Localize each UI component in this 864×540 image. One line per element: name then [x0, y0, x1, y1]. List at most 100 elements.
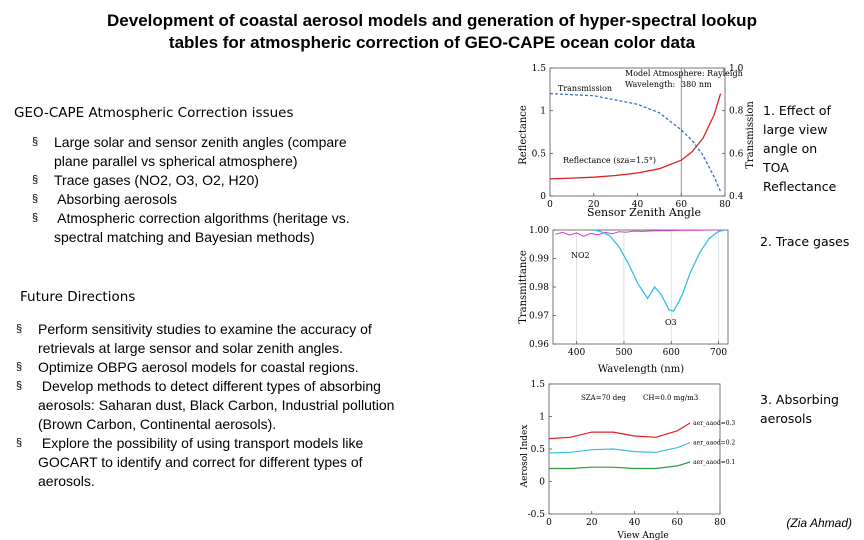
caption-line: aerosols: [760, 411, 813, 426]
author-credit: (Zia Ahmad): [786, 516, 852, 530]
c3-ytick-label: -0.5: [528, 510, 546, 520]
caption-absorbing-aerosols: 3. Absorbing aerosols: [760, 390, 855, 428]
future-item-line: Perform sensitivity studies to examine t…: [38, 321, 372, 337]
c1-ytick-label: 1.5: [532, 64, 547, 74]
chart1-y2label: Transmission: [745, 101, 756, 169]
caption-trace-gases: 2. Trace gases: [760, 234, 850, 249]
chart2-ylabel: Transmittance: [518, 250, 529, 324]
chart-aerosol-index: aer_aaod=0.3 aer_aaod=0.2 aer_aaod=0.1 0 20…: [520, 380, 735, 540]
c1-xtick-label: 40: [632, 200, 644, 210]
chart2-xlabel: Wavelength (nm): [598, 364, 684, 375]
c2-xtick-label: 600: [663, 348, 680, 358]
issues-heading: GEO-CAPE Atmospheric Correction issues: [14, 105, 294, 121]
chart1-legend-title: Model Atmosphere: Rayleigh: [625, 69, 743, 78]
issues-item-line: Large solar and sensor zenith angles (co…: [54, 134, 347, 150]
bullet-marker: §: [32, 136, 39, 148]
c3-ytick-label: 0: [539, 478, 545, 488]
caption-line: TOA: [763, 160, 789, 175]
issues-item-line: Trace gases (NO2, O3, O2, H20): [54, 172, 259, 188]
future-item-line: (Brown Carbon, Continental aerosols).: [38, 416, 277, 432]
future-item: § Develop methods to detect different ty…: [16, 377, 456, 434]
chart3-xlabel: View Angle: [616, 531, 668, 540]
c3-ytick-label: 0.5: [531, 445, 546, 455]
caption-line: 1. Effect of: [763, 103, 831, 118]
chart3-header-right: CH=0.0 mg/m3: [643, 394, 698, 402]
bullet-marker: §: [16, 361, 23, 373]
bullet-marker: §: [16, 323, 23, 335]
c2-ytick-label: 0.99: [529, 255, 549, 265]
chart2-o3-label: O3: [665, 318, 677, 327]
bullet-marker: §: [16, 380, 23, 392]
c1-ytick-label: 1: [540, 107, 546, 117]
chart-view-angle-reflectance: 0 20 40 60 80 0 0.5 1 1.5 0.4 0.6 0.8 1.0 Model Atmo…: [518, 64, 756, 219]
c3-plot-frame: [548, 383, 721, 515]
caption-line: Reflectance: [763, 179, 837, 194]
chart3-ylabel: Aerosol Index: [520, 425, 530, 489]
c1-ytick-label: 0: [540, 192, 546, 202]
caption-line: large view: [763, 122, 828, 137]
c1-xtick-label: 20: [588, 200, 600, 210]
c1-ytick-label: 0.5: [532, 149, 547, 159]
caption-line: 3. Absorbing: [760, 392, 839, 407]
c2-xtick-label: 700: [710, 348, 727, 358]
chart1-legend-wave-label: Wavelength:: [625, 80, 675, 89]
issues-item: § Atmospheric correction algorithms (her…: [32, 209, 412, 247]
c3-xtick-label: 0: [546, 518, 552, 528]
c3-xtick-label: 60: [672, 518, 684, 528]
future-item-line: Develop methods to detect different type…: [38, 378, 381, 394]
future-item-line: aerosols.: [38, 473, 95, 489]
future-item-line: GOCART to identify and correct for diffe…: [38, 454, 363, 470]
chart2-no2-label: NO2: [571, 251, 590, 260]
future-item: § Optimize OBPG aerosol models for coasta…: [16, 358, 456, 377]
c3-series-0-line: [548, 422, 691, 440]
c1-xtick-label: 80: [719, 200, 731, 210]
future-item: § Explore the possibility of using trans…: [16, 434, 456, 491]
c3-series-label: aer_aaod=0.3: [693, 420, 735, 427]
chart1-transmission-label: Transmission: [558, 84, 612, 93]
c3-series-2-line: [549, 461, 691, 470]
c1-y2tick-label: 1.0: [729, 64, 744, 74]
c3-series-label: aer_aaod=0.1: [693, 459, 735, 466]
bullet-marker: §: [32, 174, 39, 186]
issues-item-line: spectral matching and Bayesian methods): [54, 229, 315, 245]
issues-item: § Large solar and sensor zenith angles (c…: [32, 133, 412, 171]
future-item-line: Explore the possibility of using transpo…: [38, 435, 364, 451]
slide-title: Development of coastal aerosol models an…: [20, 10, 844, 54]
c2-ytick-label: 0.98: [529, 283, 549, 293]
future-heading: Future Directions: [20, 289, 136, 305]
future-list: § Perform sensitivity studies to examine …: [16, 320, 456, 491]
issues-item: § Trace gases (NO2, O3, O2, H20): [32, 171, 412, 190]
bullet-marker: §: [16, 437, 23, 449]
c1-series-1-line: [549, 92, 722, 192]
chart1-xlabel: Sensor Zenith Angle: [587, 206, 701, 219]
c3-xtick-label: 80: [714, 518, 726, 528]
c2-xtick-label: 500: [615, 348, 632, 358]
c1-xtick-label: 60: [676, 200, 688, 210]
issues-list: § Large solar and sensor zenith angles (c…: [32, 133, 412, 247]
issues-item-line: plane parallel vs spherical atmosphere): [54, 153, 298, 169]
c2-xtick-label: 400: [568, 348, 585, 358]
c2-series-0-line: [555, 229, 726, 237]
future-item-line: Optimize OBPG aerosol models for coastal…: [38, 359, 359, 375]
c1-series-0-line: [549, 93, 722, 180]
caption-line: angle on: [763, 141, 818, 156]
c1-y2tick-label: 0.8: [729, 107, 744, 117]
future-item: § Perform sensitivity studies to examine …: [16, 320, 456, 358]
c3-series-label: aer_aaod=0.2: [693, 440, 735, 447]
chart1-reflectance-label: Reflectance (sza=1.5°): [563, 156, 656, 165]
chart1-ylabel: Reflectance: [518, 105, 529, 165]
c1-xtick-label: 0: [547, 200, 553, 210]
c3-series-1-line: [548, 441, 691, 454]
title-line-2: tables for atmospheric correction of GEO…: [168, 33, 696, 52]
future-item-line: aerosols: Saharan dust, Black Carbon, In…: [38, 397, 395, 413]
c1-y2tick-label: 0.6: [729, 149, 744, 159]
c3-xtick-label: 40: [629, 518, 641, 528]
title-line-1: Development of coastal aerosol models an…: [107, 11, 757, 30]
issues-item-line: Atmospheric correction algorithms (herit…: [54, 210, 350, 226]
c3-ytick-label: 1.5: [531, 380, 546, 390]
c2-ytick-label: 0.97: [529, 312, 549, 322]
c1-y2tick-label: 0.4: [729, 192, 744, 202]
bullet-marker: §: [32, 212, 39, 224]
caption-view-angle: 1. Effect of large view angle on TOA Reflect…: [763, 101, 858, 196]
chart1-legend-wave-value: 380 nm: [681, 80, 712, 89]
